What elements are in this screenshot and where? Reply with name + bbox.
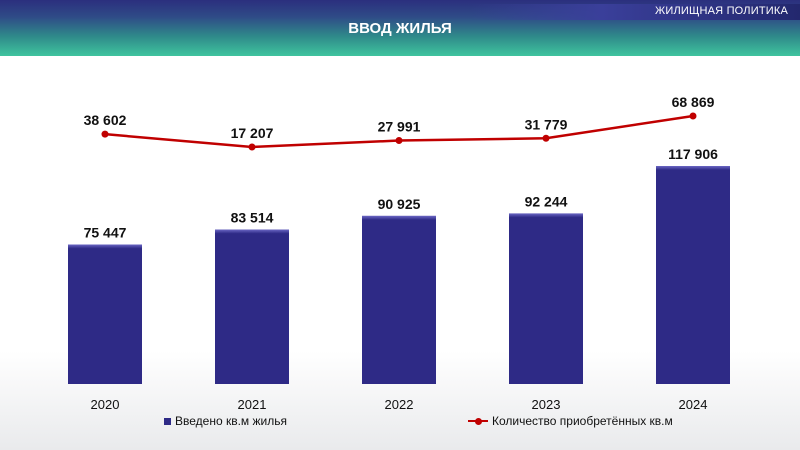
bar-series bbox=[68, 166, 730, 384]
x-tick-label: 2022 bbox=[385, 397, 414, 412]
header-banner: ЖИЛИЩНАЯ ПОЛИТИКА ВВОД ЖИЛЬЯ bbox=[0, 0, 800, 56]
x-tick-label: 2021 bbox=[238, 397, 267, 412]
data-labels: 75 447 83 514 90 925 92 244 117 906 38 602 17 … bbox=[84, 94, 719, 241]
line-point-2020 bbox=[101, 130, 109, 138]
line-point-2021 bbox=[248, 143, 256, 151]
bar-value-label: 75 447 bbox=[84, 225, 127, 241]
x-tick-label: 2023 bbox=[532, 397, 561, 412]
x-tick-label: 2020 bbox=[91, 397, 120, 412]
bar-value-label: 92 244 bbox=[525, 193, 568, 209]
line-value-label: 27 991 bbox=[378, 119, 421, 135]
x-tick-label: 2024 bbox=[679, 397, 708, 412]
bar-2024 bbox=[656, 166, 730, 384]
section-tag: ЖИЛИЩНАЯ ПОЛИТИКА bbox=[470, 4, 800, 20]
bar-value-label: 117 906 bbox=[668, 146, 718, 162]
line-value-label: 17 207 bbox=[231, 125, 274, 141]
bar-value-label: 83 514 bbox=[231, 210, 274, 226]
line-point-2024 bbox=[689, 112, 697, 120]
bar-2021 bbox=[215, 229, 289, 384]
bar-2023 bbox=[509, 213, 583, 384]
section-tag-label: ЖИЛИЩНАЯ ПОЛИТИКА bbox=[654, 5, 788, 17]
legend-item-line: Количество приобретённых кв.м bbox=[468, 414, 673, 428]
line-series bbox=[101, 112, 697, 151]
line-point-2022 bbox=[395, 137, 403, 145]
bar-top-bevel bbox=[509, 213, 583, 218]
bar-top-bevel bbox=[362, 215, 436, 220]
bar-2022 bbox=[362, 215, 436, 384]
bar-top-bevel bbox=[215, 229, 289, 234]
line-value-label: 68 869 bbox=[672, 94, 715, 110]
legend-item-bar: Введено кв.м жилья bbox=[164, 414, 287, 428]
line-value-label: 38 602 bbox=[84, 112, 127, 128]
page-title: ВВОД ЖИЛЬЯ bbox=[348, 20, 452, 37]
line-point-2023 bbox=[542, 134, 550, 142]
legend-bar-label: Введено кв.м жилья bbox=[175, 414, 287, 428]
line-value-label: 31 779 bbox=[525, 116, 568, 132]
bar-top-bevel bbox=[656, 166, 730, 170]
legend-bar-swatch bbox=[164, 417, 171, 425]
legend-line-label: Количество приобретённых кв.м bbox=[492, 414, 673, 428]
bar-2020 bbox=[68, 244, 142, 384]
x-axis: 2020 2021 2022 2023 2024 bbox=[91, 397, 708, 412]
bar-value-label: 90 925 bbox=[378, 196, 421, 212]
bar-top-bevel bbox=[68, 244, 142, 249]
legend-line-swatch bbox=[468, 417, 488, 425]
